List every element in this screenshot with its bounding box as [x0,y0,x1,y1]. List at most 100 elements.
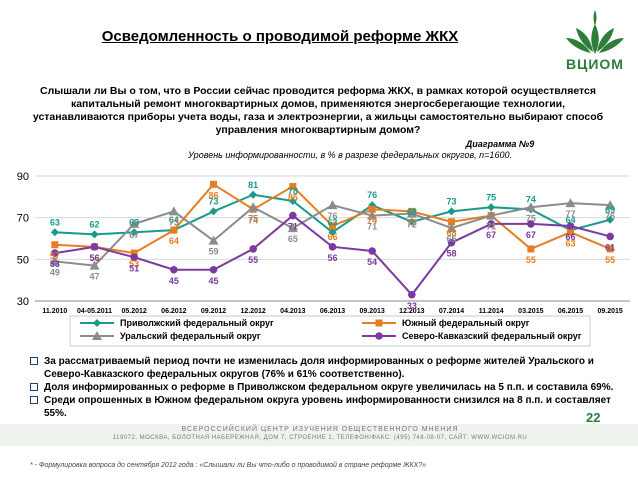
data-point [209,207,218,216]
data-label: 56 [89,253,99,263]
data-point [327,200,338,210]
data-point [93,319,101,327]
data-label: 74 [248,215,258,225]
legend-box [69,315,591,347]
data-label: 56 [327,253,337,263]
y-tick-label: 90 [17,171,29,183]
data-point [129,218,140,228]
data-point [287,223,298,233]
data-label: 55 [605,255,615,265]
data-point [90,243,99,251]
line-chart: 30 50 70 90 11.2010 04-05.2011 05.2012 06.2012… [17,171,630,347]
x-tick-label: 06.2012 [161,308,186,315]
data-label: 65 [446,234,456,244]
data-point [49,256,60,266]
data-label: 56 [89,253,99,263]
data-label: 73 [407,217,417,227]
data-point [448,218,455,226]
data-point [368,247,376,255]
data-label: 55 [248,255,258,265]
data-label: 71 [486,222,496,232]
data-label: 61 [605,242,615,252]
x-tick-label: 07.2014 [439,308,464,315]
survey-question: Слышали ли Вы о том, что в России сейчас… [32,85,604,136]
diagram-subtitle: Уровень информированности, в % в разрезе… [188,150,512,160]
page-number: 22 [586,410,601,425]
data-label: 64 [169,215,179,225]
data-point [249,245,257,253]
x-tick-label: 03.2015 [518,308,543,315]
data-point [90,230,99,239]
data-label: 85 [288,192,298,202]
data-label: 66 [327,232,337,242]
data-label: 66 [565,232,575,242]
data-label: 65 [288,234,298,244]
wciom-logo-icon [566,10,624,54]
data-point [329,222,336,230]
data-label: 73 [169,217,179,227]
data-point [170,226,178,234]
data-point [288,197,297,205]
x-tick-label: 09.2013 [360,308,385,315]
finding-text: За рассматриваемый период почти не измен… [44,356,594,380]
data-label: 51 [129,263,139,273]
data-label: 75 [248,213,258,223]
x-tick-label: 05.2012 [122,308,147,315]
data-point [566,222,575,230]
data-point [89,260,100,270]
data-label: 76 [605,211,615,221]
y-tick-label: 50 [17,254,29,266]
data-label: 54 [367,257,377,267]
data-point [368,205,376,213]
data-point [487,220,495,228]
data-label: 45 [169,276,179,286]
legend-entry: Северо-Кавказский федеральный округ [402,331,582,341]
data-label: 71 [486,222,496,232]
data-point [51,241,59,249]
data-label: 73 [208,196,218,206]
data-point [130,228,139,237]
data-label: 86 [208,190,218,200]
logo-text: ВЦИОМ [566,56,624,72]
checkbox-icon [30,396,38,404]
x-tick-label: 06.2013 [320,308,345,315]
data-label: 69 [605,205,615,215]
data-point [375,332,383,340]
legend-entry: Уральский федеральный округ [120,331,261,341]
x-tick-label: 11.2014 [479,308,504,315]
data-point [367,210,378,220]
data-point [51,249,59,257]
data-point [525,202,536,212]
finding-text: Среди опрошенных в Южном федеральном окр… [44,395,611,419]
data-point [527,245,535,253]
y-tick-label: 30 [17,296,29,308]
data-point [249,190,258,199]
data-label: 64 [565,215,575,225]
data-label: 71 [367,222,377,232]
data-label: 74 [367,215,377,225]
data-point [527,220,535,228]
data-label: 45 [208,276,218,286]
data-label: 64 [169,236,179,246]
data-label: 62 [89,219,99,229]
data-label: 63 [327,217,337,227]
data-label: 63 [129,217,139,227]
data-label: 67 [526,230,536,240]
data-label: 73 [446,196,456,206]
data-point [248,202,259,212]
data-point [606,215,615,224]
slide-title: Осведомленность о проводимой реформе ЖКХ [101,28,459,45]
data-label: 71 [288,222,298,232]
data-point [210,180,217,188]
finding-item: За рассматриваемый период почти не измен… [30,355,620,381]
x-tick-label: 04-05.2011 [77,308,112,315]
data-label: 55 [526,255,536,265]
data-label: 63 [50,217,60,227]
data-point [92,331,102,340]
x-tick-label: 06.2015 [558,308,583,315]
data-point [605,200,616,210]
x-tick-label: 09.2012 [201,308,226,315]
data-label: 67 [486,230,496,240]
diagram-label: Диаграмма №9 [465,139,535,149]
data-label: 68 [407,207,417,217]
